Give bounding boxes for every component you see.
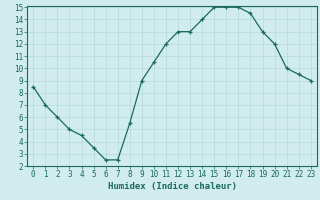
X-axis label: Humidex (Indice chaleur): Humidex (Indice chaleur)	[108, 182, 236, 191]
